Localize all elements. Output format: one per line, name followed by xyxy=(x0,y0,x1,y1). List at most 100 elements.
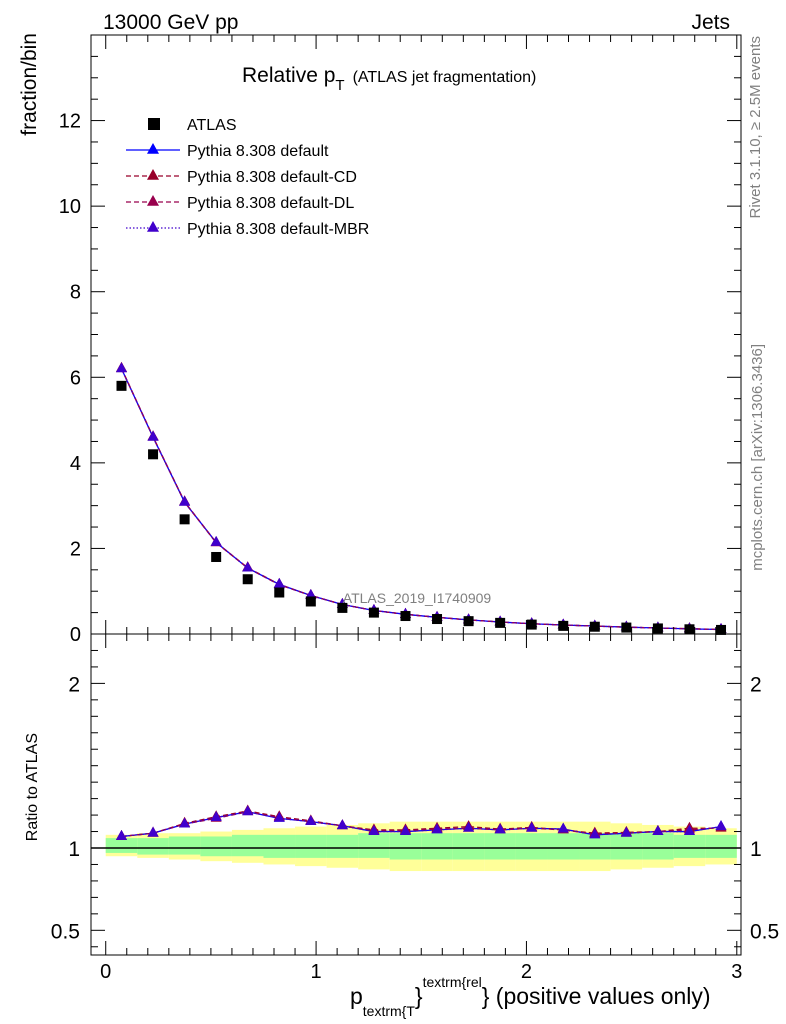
ratio-y-tick-label-right: 2 xyxy=(750,673,762,696)
ratio-y-tick-label: 0.5 xyxy=(51,920,80,943)
band-inner-bin xyxy=(452,833,485,860)
top-y-tick-label: 6 xyxy=(70,367,81,389)
rivet-note: Rivet 3.1.10, ≥ 2.5M events xyxy=(747,36,764,219)
x-tick-label: 1 xyxy=(311,961,322,983)
band-inner-bin xyxy=(610,833,643,860)
band-inner-bin xyxy=(263,834,296,858)
data-point xyxy=(274,587,285,598)
legend-marker-default_mbr xyxy=(147,221,159,232)
band-inner-bin xyxy=(673,834,706,858)
ratio-point-default_mbr xyxy=(147,826,159,837)
band-inner-bin xyxy=(200,836,232,857)
ratio-point-default_mbr xyxy=(652,825,664,835)
legend-marker-default xyxy=(147,143,159,154)
ratio-point-default_mbr xyxy=(179,817,191,828)
ratio-point-default_mbr xyxy=(368,825,380,835)
data-point xyxy=(716,624,727,635)
series-point-default_mbr xyxy=(147,430,159,441)
ratio-point-default_mbr xyxy=(715,820,727,830)
legend-marker-default_cd xyxy=(147,169,159,180)
legend-label: Pythia 8.308 default-DL xyxy=(187,195,354,212)
data-point xyxy=(589,621,600,632)
ratio-point-default_mbr xyxy=(589,828,601,839)
legend-marker-data xyxy=(148,118,160,130)
data-point xyxy=(337,602,348,613)
plot-title: Relative pT (ATLAS jet fragmentation) xyxy=(242,64,536,94)
band-inner-bin xyxy=(484,833,516,860)
plot-title-main: Relative p xyxy=(242,64,335,87)
ratio-point-default_mbr xyxy=(526,821,538,832)
legend-label: Pythia 8.308 default xyxy=(187,143,329,160)
ratio-y-tick-label-right: 0.5 xyxy=(750,920,779,943)
data-point xyxy=(684,624,695,635)
band-inner-bin xyxy=(231,834,264,857)
x-tick-label: 0 xyxy=(100,961,111,983)
plot-title-sub: T xyxy=(335,77,344,94)
top-y-tick-label: 8 xyxy=(70,282,81,304)
band-inner-bin xyxy=(358,833,390,858)
band-inner-bin xyxy=(105,838,138,853)
band-inner-bin xyxy=(168,836,201,855)
ratio-point-default_mbr xyxy=(242,805,254,816)
band-inner-bin xyxy=(389,833,422,860)
x-tick-label: 3 xyxy=(731,961,742,983)
series-point-default_mbr xyxy=(210,535,222,546)
source-note: mcplots.cern.ch [arXiv:1306.3436] xyxy=(749,344,766,571)
ratio-y-tick-label-right: 1 xyxy=(750,838,762,861)
data-point xyxy=(432,614,443,625)
top-y-tick-label: 2 xyxy=(70,538,81,560)
series-point-default_mbr xyxy=(179,495,191,506)
ratio-point-default_mbr xyxy=(683,825,695,835)
legend-label: ATLAS xyxy=(187,117,237,134)
series-point-default_mbr xyxy=(273,577,285,588)
series-point-default_mbr xyxy=(242,561,254,572)
data-point xyxy=(400,611,411,622)
data-point xyxy=(242,574,253,585)
band-inner-bin xyxy=(421,833,453,860)
band-inner-bin xyxy=(705,834,737,858)
ratio-point-default_mbr xyxy=(494,823,506,834)
ratio-point-default_mbr xyxy=(431,823,443,834)
band-inner-bin xyxy=(326,834,359,858)
top-y-tick-label: 0 xyxy=(70,624,81,646)
data-point xyxy=(179,514,190,525)
band-inner-bin xyxy=(642,833,674,860)
x-axis-label-rest: } (positive values only) xyxy=(482,983,711,1009)
ratio-point-default_mbr xyxy=(273,811,285,822)
ratio-point-default_mbr xyxy=(620,826,632,837)
legend-marker-default_dl xyxy=(147,195,159,206)
band-inner-bin xyxy=(547,833,580,860)
ratio-point-default_mbr xyxy=(305,815,317,826)
data-point xyxy=(652,623,663,634)
ratio-point-default_mbr xyxy=(336,819,348,830)
ratio-point-default_mbr xyxy=(210,811,222,821)
ratio-point-default_mbr xyxy=(399,825,411,835)
top-y-tick-label: 10 xyxy=(59,196,81,218)
legend-label: Pythia 8.308 default-MBR xyxy=(187,221,369,238)
top-y-axis-label: fraction/bin xyxy=(18,33,41,136)
data-point xyxy=(116,380,127,391)
data-point xyxy=(368,607,379,618)
x-axis-label-p: p xyxy=(350,983,363,1009)
series-point-default_mbr xyxy=(305,588,317,599)
data-point xyxy=(148,449,159,460)
x-axis-label-sup: textrm{rel xyxy=(423,974,482,990)
top-y-tick-label: 12 xyxy=(59,111,81,133)
data-point xyxy=(463,616,474,627)
data-point xyxy=(211,551,222,562)
series-point-default_mbr xyxy=(116,362,128,373)
series-line-default_mbr xyxy=(120,368,722,631)
band-inner-bin xyxy=(137,838,169,855)
legend-label: Pythia 8.308 default-CD xyxy=(187,169,357,186)
ratio-line-default_mbr xyxy=(121,811,722,838)
top-y-tick-label: 4 xyxy=(70,453,81,475)
beam-label: 13000 GeV pp xyxy=(103,11,238,34)
data-point xyxy=(526,619,537,630)
x-axis-label: ptextrm{T}textrm{rel} (positive values o… xyxy=(350,974,711,1019)
ratio-point-default_mbr xyxy=(463,821,475,832)
band-inner-bin xyxy=(295,834,327,858)
plot-title-note: (ATLAS jet fragmentation) xyxy=(353,69,537,86)
ratio-y-tick-label: 2 xyxy=(68,673,80,696)
x-axis-label-sub: textrm{T xyxy=(363,1003,416,1019)
category-label: Jets xyxy=(691,11,730,34)
